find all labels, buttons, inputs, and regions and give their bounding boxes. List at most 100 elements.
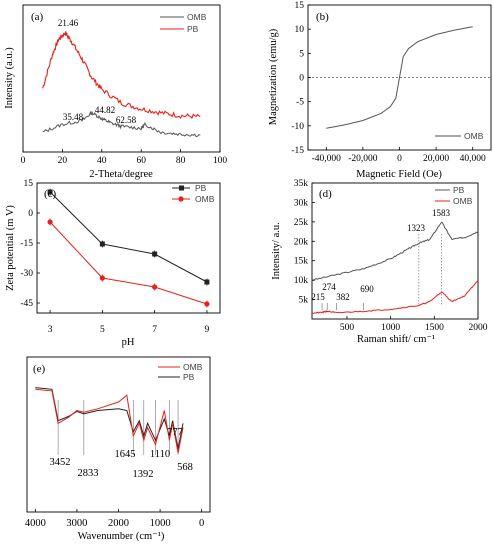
panel-c-legend-pb-label: PB	[195, 183, 207, 193]
panel-d-series-pb-line	[311, 221, 479, 281]
panel-e-x-tick-label: 3000	[66, 518, 87, 529]
panel-b-y-tick-label: 10	[295, 25, 305, 35]
panel-c-point-pb	[99, 241, 105, 247]
panel-a-annotation-21-46: 21.46	[58, 18, 79, 28]
panel-c-legend-omb-label: OMB	[195, 194, 215, 204]
panel-d-annotation-215: 215	[311, 292, 325, 302]
panel-d-x-tick-label: 500	[340, 323, 355, 333]
panel-a-series-pb-line	[42, 31, 201, 120]
panel-a-x-tick-label: 80	[176, 156, 186, 166]
panel-a-x-tick-label: 60	[136, 156, 146, 166]
panel-e-series-pb-line	[35, 387, 184, 449]
panel-d-y-tick-label: 10k	[294, 276, 309, 286]
panel-d-y-tick-label: 30k	[294, 198, 309, 208]
panel-e-ticks: 4000 3000 2000 1000 0	[25, 509, 204, 529]
panel-b-y-tick-label: -10	[291, 122, 304, 132]
panel-d-annotation-1583: 1583	[432, 208, 451, 218]
panel-a-legend-omb-label: OMB	[187, 12, 207, 22]
panel-d-y-tick-label: 35k	[294, 179, 309, 189]
panel-c-x-tick-label: 5	[100, 325, 105, 335]
panel-a-frame	[22, 4, 221, 153]
panel-a-x-ticks: 0 20 40 60 80 100	[21, 149, 228, 166]
panel-c-frame	[36, 182, 221, 314]
panel-b-y-tick-label: 0	[299, 74, 304, 84]
panel-e-annotation-1110: 1110	[150, 449, 170, 460]
panel-b: -40,000 -20,000 0 20,000 40,000 -15 -10 -5 0 5 10 1…	[268, 1, 492, 180]
panel-e-xlabel: Wavenumber (cm⁻¹)	[78, 531, 165, 542]
panel-e-annotation-1392: 1392	[133, 469, 154, 480]
panel-c-legend-omb-marker	[178, 196, 184, 202]
panel-c-xlabel: pH	[122, 337, 135, 348]
panel-a-label: (a)	[31, 11, 44, 23]
panel-b-ylabel: Magnetization (emu/g)	[268, 28, 279, 125]
panel-c-y-tick-label: -30	[20, 269, 33, 279]
panel-d-annotation-274: 274	[322, 282, 336, 292]
panel-d-xlabel: Raman shift/ cm⁻¹	[357, 334, 435, 345]
panel-c-series	[47, 188, 210, 308]
panel-c-ticks: 3 5 7 9 -45 -30 -15 0 15	[20, 179, 209, 335]
panel-b-series-omb-line	[326, 26, 473, 129]
panel-b-y-tick-label: -5	[296, 98, 304, 108]
panel-e-annotation-3452: 3452	[50, 457, 71, 468]
panel-d-ylabel: Intensity/ a.u.	[271, 222, 282, 279]
panel-d-label: (d)	[319, 188, 332, 200]
panel-a-x-tick-label: 100	[213, 156, 228, 166]
panel-b-ticks: -40,000 -20,000 0 20,000 40,000 -15 -10 -5 0 5 10 1…	[291, 1, 486, 164]
panel-b-x-tick-label: 20,000	[423, 154, 449, 164]
panel-a-ylabel: Intensity (a.u.)	[4, 47, 15, 109]
panel-d-annotation-690: 690	[360, 284, 374, 294]
panel-b-y-tick-label: 15	[295, 1, 305, 11]
panel-d-legend-pb-label: PB	[453, 185, 465, 195]
panel-e: 4000 3000 2000 1000 0 (e) Wavenumber (cm⁻¹) …	[25, 356, 211, 542]
panel-a: 0 20 40 60 80 100 (a) Intensity (a.u.) 2-Thet…	[4, 4, 228, 180]
panel-a-series-omb-line	[42, 110, 201, 138]
panel-d-y-tick-label: 25k	[294, 218, 309, 228]
panel-d-frame	[311, 182, 479, 320]
panel-d-series-omb-line	[311, 279, 479, 315]
panel-c-series-omb-line	[49, 221, 208, 305]
panel-c-series-pb-line	[49, 191, 208, 283]
panel-b-legend-omb-label: OMB	[464, 131, 484, 141]
panel-c-x-tick-label: 9	[205, 325, 210, 335]
panel-e-x-tick-label: 0	[199, 518, 204, 529]
panel-b-x-tick-label: -40,000	[312, 154, 342, 164]
panel-c-ylabel: Zeta potential (m V)	[5, 205, 16, 291]
panel-e-x-tick-label: 4000	[25, 518, 46, 529]
panel-d-guide-lines	[321, 234, 442, 310]
panel-b-xlabel: Magnetic Field (Oe)	[356, 169, 442, 180]
panel-d-x-tick-label: 1500	[425, 323, 444, 333]
panel-b-x-tick-label: -20,000	[348, 154, 378, 164]
panel-a-x-tick-label: 20	[58, 156, 68, 166]
panel-c-point-pb	[47, 189, 53, 195]
panel-e-x-tick-label: 1000	[150, 518, 171, 529]
panel-a-legend-pb-label: PB	[187, 24, 199, 34]
panel-e-legend-pb-label: PB	[183, 372, 195, 382]
panel-d-annotation-1323: 1323	[407, 223, 426, 233]
panel-a-xlabel: 2-Theta/degree	[89, 169, 153, 180]
panel-d-x-tick-label: 2000	[469, 323, 488, 333]
panel-e-annotation-568: 568	[177, 462, 193, 473]
panel-e-x-tick-label: 2000	[108, 518, 129, 529]
panel-b-y-tick-label: -15	[291, 146, 304, 156]
panel-d-y-tick-label: 15k	[294, 257, 309, 267]
panel-c-x-tick-label: 3	[48, 325, 53, 335]
panel-d-y-tick-label: 20k	[294, 237, 309, 247]
panel-b-y-tick-label: 5	[299, 49, 304, 59]
panel-d-y-tick-label: 5k	[299, 296, 309, 306]
panel-c-legend-pb-marker	[179, 185, 184, 191]
panel-c-point-pb	[152, 251, 158, 257]
panel-d-annotation-382: 382	[336, 292, 350, 302]
panel-b-x-tick-label: 40,000	[460, 154, 486, 164]
panel-e-label: (e)	[33, 363, 46, 375]
panel-c-point-omb	[152, 284, 158, 290]
panel-c-y-tick-label: -15	[20, 239, 33, 249]
panel-e-guide-lines	[57, 400, 179, 455]
panel-a-annotation-44-82: 44.82	[95, 105, 115, 115]
panel-a-annotation-62-58: 62.58	[116, 115, 137, 125]
panel-e-annotation-2833: 2833	[78, 468, 99, 479]
panel-c-x-tick-label: 7	[152, 325, 157, 335]
panel-c-y-tick-label: 15	[24, 179, 34, 189]
panel-d-x-tick-label: 1000	[381, 323, 400, 333]
